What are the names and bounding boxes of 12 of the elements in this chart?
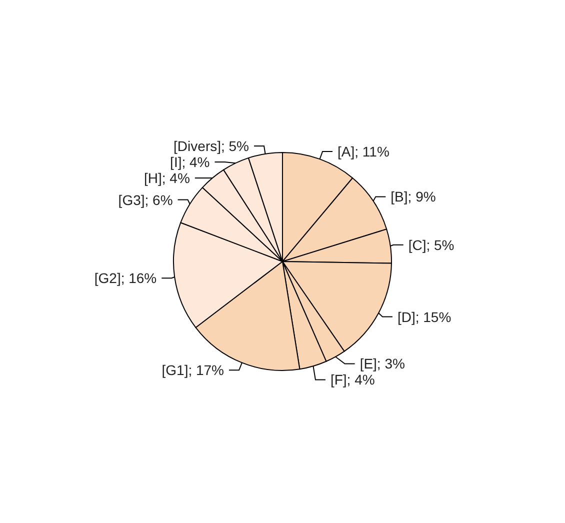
slice-label: [D]; 15%: [397, 308, 452, 325]
slice-label: [H]; 4%: [144, 170, 190, 186]
slice-label: [G3]; 6%: [118, 192, 173, 208]
slice-label: [Divers]; 5%: [174, 138, 250, 154]
slice-label: [C]; 5%: [408, 236, 454, 253]
slice-label: [F]; 4%: [330, 372, 375, 388]
slice-label: [E]; 3%: [360, 356, 405, 372]
slice-label: [A]; 11%: [338, 144, 390, 160]
slice-label: [G2]; 16%: [94, 270, 157, 286]
slice-label: [G1]; 17%: [162, 362, 224, 378]
slice-label: [B]; 9%: [390, 188, 436, 205]
slice-label: [I]; 4%: [170, 154, 210, 170]
